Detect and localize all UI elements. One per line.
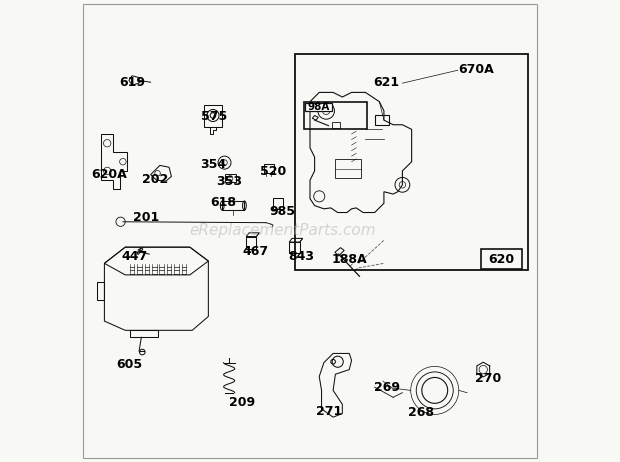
Bar: [273, 198, 283, 209]
Text: 620: 620: [488, 253, 515, 266]
Text: 621: 621: [373, 76, 399, 89]
Bar: [481, 249, 521, 269]
Text: 520: 520: [260, 165, 286, 178]
Text: 985: 985: [269, 205, 295, 218]
Bar: [335, 159, 361, 178]
Bar: [204, 105, 222, 127]
Text: 843: 843: [288, 250, 314, 263]
Text: 467: 467: [242, 245, 268, 258]
Text: 353: 353: [216, 175, 242, 188]
Text: 209: 209: [229, 396, 255, 409]
Bar: [306, 103, 332, 111]
Bar: [332, 122, 340, 128]
Bar: [374, 115, 389, 125]
Text: 618: 618: [211, 196, 237, 209]
Text: 447: 447: [122, 250, 148, 263]
Text: 270: 270: [476, 372, 502, 385]
Bar: [295, 54, 528, 270]
Text: 605: 605: [116, 359, 142, 371]
Text: 354: 354: [200, 158, 226, 171]
Text: 201: 201: [133, 211, 159, 224]
Text: 98A: 98A: [308, 102, 330, 112]
Text: 575: 575: [201, 110, 227, 123]
Text: 202: 202: [142, 173, 168, 186]
Text: 269: 269: [374, 381, 400, 394]
Bar: [304, 102, 367, 129]
Bar: [224, 174, 236, 182]
Text: 619: 619: [120, 76, 146, 89]
Bar: [264, 164, 274, 173]
Text: 188A: 188A: [332, 253, 367, 266]
Text: 268: 268: [408, 406, 434, 419]
Text: 271: 271: [316, 405, 342, 418]
Text: eReplacementParts.com: eReplacementParts.com: [189, 224, 376, 238]
Bar: [222, 201, 244, 210]
Text: 670A: 670A: [458, 63, 494, 76]
Text: 620A: 620A: [91, 168, 126, 181]
